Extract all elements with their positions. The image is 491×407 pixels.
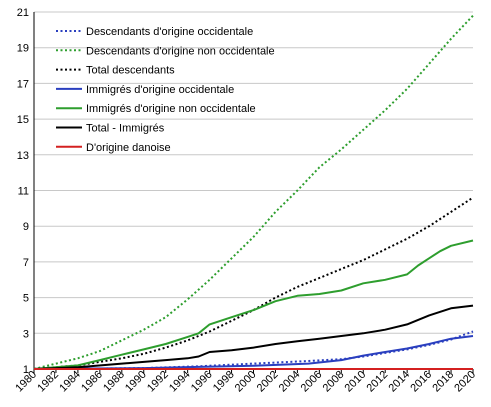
legend-label: Total descendants — [86, 65, 175, 77]
legend: Descendants d'origine occidentale Descend… — [56, 26, 275, 154]
x-tick-label: 1986 — [79, 369, 105, 395]
x-tick-label: 2016 — [408, 369, 434, 395]
legend-label: Descendants d'origine non occidentale — [86, 45, 275, 57]
gridlines — [34, 11, 473, 334]
y-tick-label: 7 — [23, 257, 29, 269]
x-tick-label: 2000 — [233, 369, 259, 395]
x-tick-label: 2004 — [277, 369, 303, 395]
x-tick-label: 2014 — [386, 369, 412, 395]
legend-label: Total - Immigrés — [86, 123, 165, 135]
legend-label: Descendants d'origine occidentale — [86, 26, 253, 38]
y-tick-label: 13 — [17, 150, 29, 162]
y-tick-label: 11 — [18, 186, 29, 198]
y-tick-label: 17 — [17, 78, 29, 90]
y-tick-label: 3 — [23, 328, 29, 340]
x-tick-label: 1982 — [35, 369, 61, 395]
x-tick-label: 1996 — [189, 369, 215, 395]
x-tick-label: 2006 — [299, 369, 325, 395]
x-tick-label: 1988 — [101, 369, 127, 395]
x-axis: 1980198219841986198819901992199419961998… — [13, 368, 478, 395]
x-tick-label: 2012 — [365, 369, 391, 395]
x-tick-label: 2008 — [321, 369, 347, 395]
y-tick-label: 9 — [23, 221, 29, 233]
series-line — [33, 239, 474, 370]
x-tick-label: 2010 — [343, 369, 369, 395]
series-line — [33, 196, 474, 370]
x-tick-label: 2002 — [255, 369, 281, 395]
x-tick-label: 1990 — [123, 369, 149, 395]
x-tick-label: 1998 — [211, 369, 237, 395]
y-tick-label: 21 — [17, 7, 29, 19]
x-tick-label: 2020 — [452, 369, 478, 395]
y-tick-label: 15 — [17, 114, 29, 126]
legend-label: Immigrés d'origine non occidentale — [86, 103, 256, 115]
x-tick-label: 1992 — [145, 369, 171, 395]
x-tick-label: 1984 — [57, 369, 83, 395]
series-line — [33, 335, 474, 370]
series-line — [33, 14, 474, 370]
y-tick-label: 1 — [23, 364, 29, 376]
series-lines — [33, 14, 474, 370]
x-tick-label: 1980 — [13, 369, 39, 395]
x-tick-label: 2018 — [430, 369, 456, 395]
legend-label: D'origine danoise — [86, 142, 171, 154]
y-tick-label: 5 — [23, 293, 29, 305]
x-tick-label: 1994 — [167, 369, 193, 395]
legend-label: Immigrés d'origine occidentale — [86, 84, 234, 96]
series-line — [33, 304, 474, 370]
y-tick-label: 19 — [17, 43, 29, 55]
